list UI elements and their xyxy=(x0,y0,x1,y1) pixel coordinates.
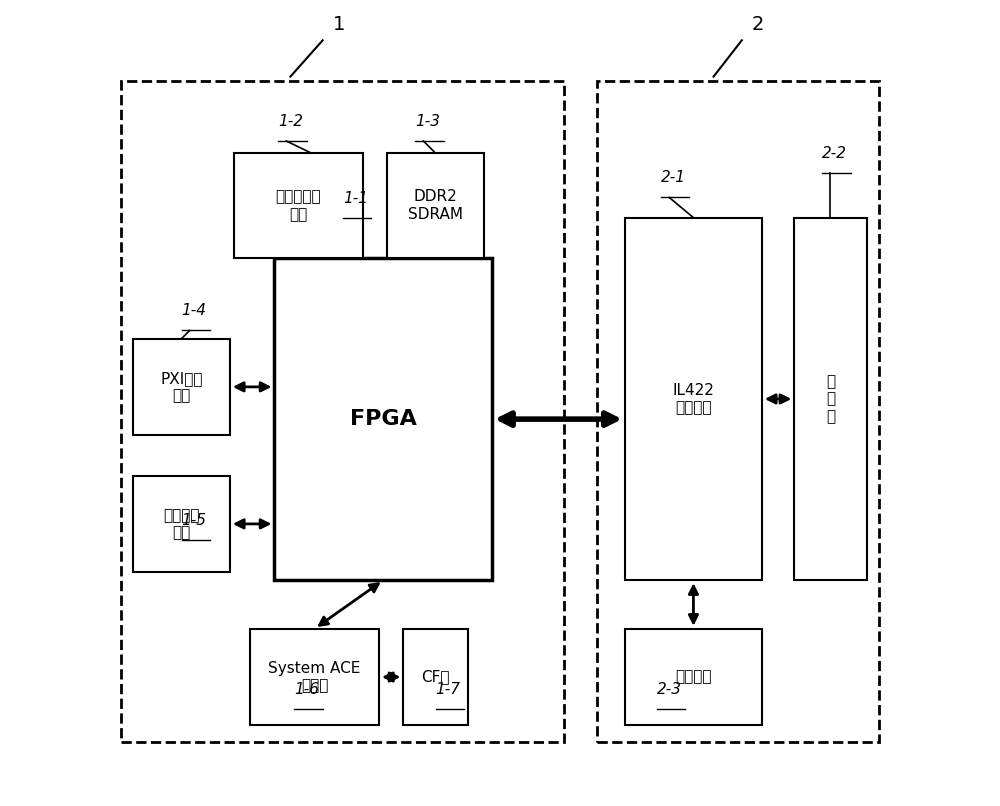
FancyBboxPatch shape xyxy=(133,476,230,572)
Text: System ACE
控制器: System ACE 控制器 xyxy=(268,661,361,693)
FancyBboxPatch shape xyxy=(234,153,363,258)
Bar xyxy=(274,258,492,580)
Bar xyxy=(121,81,564,742)
FancyBboxPatch shape xyxy=(133,339,230,435)
Text: 1-6: 1-6 xyxy=(294,682,319,697)
Text: 1-7: 1-7 xyxy=(436,682,461,697)
FancyBboxPatch shape xyxy=(794,218,867,580)
Text: 1: 1 xyxy=(333,15,345,34)
Text: 电源转换
电路: 电源转换 电路 xyxy=(163,508,200,540)
Text: 以太网接口
电路: 以太网接口 电路 xyxy=(276,189,321,222)
FancyBboxPatch shape xyxy=(403,629,468,725)
Text: 2-3: 2-3 xyxy=(657,682,682,697)
FancyBboxPatch shape xyxy=(250,629,379,725)
Text: 隔离电源: 隔离电源 xyxy=(675,670,712,684)
FancyBboxPatch shape xyxy=(387,153,484,258)
Bar xyxy=(597,81,879,742)
Text: PXI接口
电路: PXI接口 电路 xyxy=(160,371,203,403)
Text: 1-3: 1-3 xyxy=(415,114,440,129)
Text: DDR2
SDRAM: DDR2 SDRAM xyxy=(408,189,463,222)
FancyBboxPatch shape xyxy=(625,218,762,580)
Text: FPGA: FPGA xyxy=(350,409,417,429)
Text: 1-4: 1-4 xyxy=(182,303,207,318)
FancyBboxPatch shape xyxy=(625,629,762,725)
Text: 2-2: 2-2 xyxy=(822,146,847,161)
Text: 2-1: 2-1 xyxy=(661,170,686,185)
Text: 1-2: 1-2 xyxy=(278,114,303,129)
Text: 连
接
器: 连 接 器 xyxy=(826,374,835,424)
Text: 2: 2 xyxy=(752,15,764,34)
Text: IL422
接口电路: IL422 接口电路 xyxy=(673,383,714,415)
Text: 1-5: 1-5 xyxy=(182,513,207,528)
Text: CF卡: CF卡 xyxy=(421,670,450,684)
Text: 1-1: 1-1 xyxy=(343,190,368,206)
